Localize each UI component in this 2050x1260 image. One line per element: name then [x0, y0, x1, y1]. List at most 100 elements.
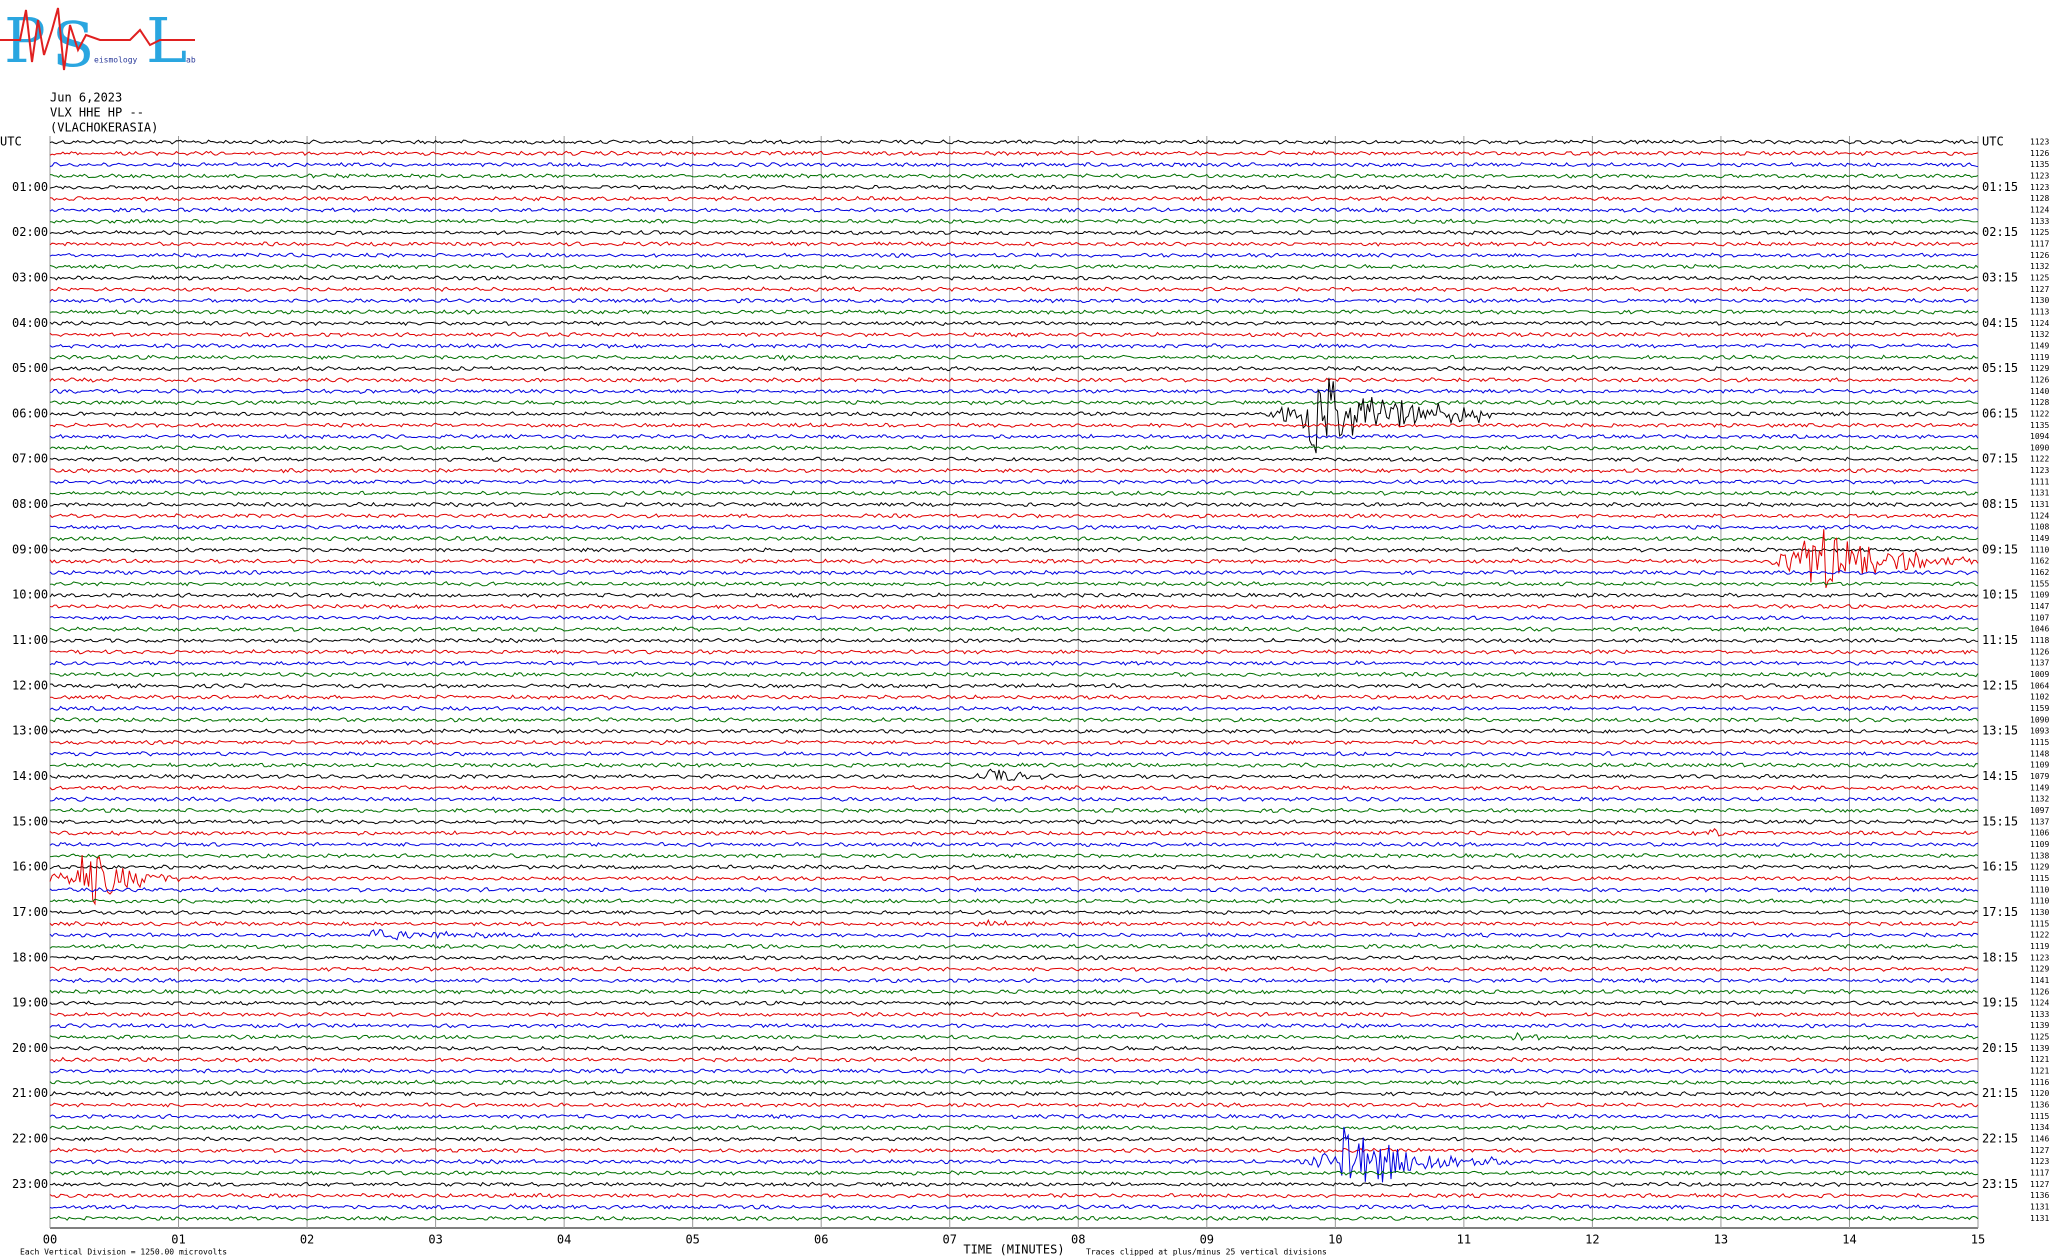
- row-value: 1129: [2030, 965, 2049, 974]
- row-value: 1109: [2030, 761, 2049, 770]
- left-time-label: 14:00: [12, 769, 48, 783]
- footer-scale: Each Vertical Division = 1250.00 microvo…: [20, 1248, 227, 1257]
- row-value: 1122: [2030, 409, 2049, 418]
- trace: [49, 524, 1979, 530]
- trace: [49, 1090, 1979, 1097]
- x-tick-label: 04: [557, 1233, 571, 1247]
- row-value: 1159: [2030, 704, 2049, 713]
- left-time-label: 08:00: [12, 497, 48, 511]
- trace: [49, 195, 1979, 202]
- right-time-label: 14:15: [1982, 769, 2018, 783]
- left-time-label: 02:00: [12, 225, 48, 239]
- left-time-label: 05:00: [12, 361, 48, 375]
- trace: [49, 683, 1979, 689]
- row-value: 1046: [2030, 625, 2049, 634]
- trace: [49, 207, 1979, 213]
- row-value: 1113: [2030, 307, 2049, 316]
- row-value: 1135: [2030, 421, 2049, 430]
- trace: [49, 479, 1979, 485]
- labels: 00 01 02 03 04 05 06 07 08 09 10 11 12 13 14 15 UTC 01:00…: [0, 135, 2049, 1247]
- row-value: 1126: [2030, 647, 2049, 656]
- trace: [49, 501, 1979, 508]
- left-time-label: 23:00: [12, 1177, 48, 1191]
- trace: [49, 1181, 1979, 1188]
- row-value: 1132: [2030, 795, 2049, 804]
- x-tick-label: 03: [428, 1233, 442, 1247]
- row-value: 1133: [2030, 217, 2049, 226]
- trace: [49, 297, 1979, 304]
- trace: [49, 1147, 1979, 1154]
- left-time-label: 16:00: [12, 860, 48, 874]
- row-value: 1094: [2030, 432, 2049, 441]
- row-value: 1009: [2030, 670, 2049, 679]
- grid: [49, 136, 1979, 1228]
- trace: [49, 1032, 1979, 1042]
- right-time-label: 15:15: [1982, 814, 2018, 828]
- row-value: 1130: [2030, 908, 2049, 917]
- row-value: 1134: [2030, 1123, 2049, 1132]
- row-value: 1141: [2030, 976, 2049, 985]
- row-value: 1132: [2030, 330, 2049, 339]
- row-value: 1090: [2030, 715, 2049, 724]
- trace: [49, 1170, 1979, 1176]
- row-value: 1121: [2030, 1055, 2049, 1064]
- trace: [49, 1022, 1979, 1029]
- trace: [49, 252, 1979, 258]
- row-value: 1127: [2030, 285, 2049, 294]
- x-tick-label: 01: [171, 1233, 185, 1247]
- trace: [50, 796, 1979, 802]
- right-time-label: 02:15: [1982, 225, 2018, 239]
- row-value: 1127: [2030, 1146, 2049, 1155]
- row-value: 1124: [2030, 999, 2049, 1008]
- row-value: 1123: [2030, 466, 2049, 475]
- row-value: 1133: [2030, 1010, 2049, 1019]
- trace: [49, 943, 1979, 950]
- row-value: 1126: [2030, 149, 2049, 158]
- trace: [49, 467, 1979, 474]
- row-value: 1106: [2030, 829, 2049, 838]
- trace: [49, 649, 1979, 655]
- right-time-label: 19:15: [1982, 996, 2018, 1010]
- row-value: 1102: [2030, 693, 2049, 702]
- x-tick-label: 06: [814, 1233, 828, 1247]
- row-value: 1125: [2030, 1033, 2049, 1042]
- row-value: 1136: [2030, 1101, 2049, 1110]
- trace: [49, 955, 1979, 961]
- row-value: 1118: [2030, 636, 2049, 645]
- right-time-label: 17:15: [1982, 905, 2018, 919]
- row-value: 1079: [2030, 772, 2049, 781]
- trace: [49, 456, 1979, 462]
- row-value: 1148: [2030, 749, 2049, 758]
- trace: [49, 977, 1979, 984]
- trace: [49, 1045, 1979, 1052]
- row-value: 1120: [2030, 1089, 2049, 1098]
- row-value: 1110: [2030, 897, 2049, 906]
- trace: [49, 309, 1979, 315]
- trace: [49, 1102, 1979, 1108]
- row-value: 1136: [2030, 1191, 2049, 1200]
- row-value: 1138: [2030, 851, 2049, 860]
- trace: [49, 286, 1979, 293]
- left-time-label: 11:00: [12, 633, 48, 647]
- row-value: 1155: [2030, 579, 2049, 588]
- row-value: 1119: [2030, 353, 2049, 362]
- trace: [49, 1079, 1979, 1086]
- trace: [49, 241, 1979, 247]
- trace: [49, 988, 1979, 995]
- row-value: 1119: [2030, 942, 2049, 951]
- trace: [49, 928, 1979, 941]
- left-time-label: 06:00: [12, 406, 48, 420]
- trace: [49, 1204, 1978, 1210]
- row-value: 1123: [2030, 171, 2049, 180]
- trace: [49, 1126, 1979, 1183]
- trace: [49, 529, 1979, 588]
- row-value: 1123: [2030, 1157, 2049, 1166]
- row-value: 1121: [2030, 1067, 2049, 1076]
- x-tick-label: 13: [1714, 1233, 1728, 1247]
- trace: [49, 377, 1979, 454]
- row-value: 1124: [2030, 319, 2049, 328]
- trace: [49, 581, 1979, 587]
- row-value: 1149: [2030, 341, 2049, 350]
- row-value: 1129: [2030, 364, 2049, 373]
